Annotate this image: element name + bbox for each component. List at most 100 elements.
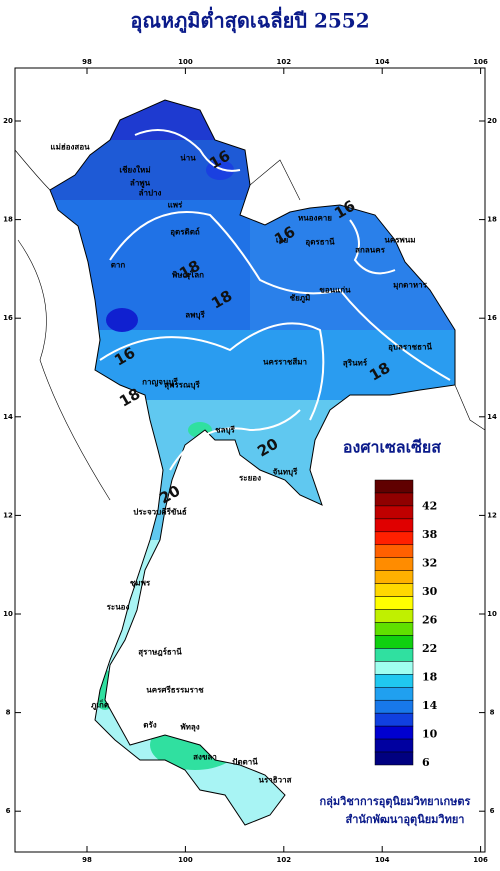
lat-tick-label: 6 xyxy=(6,807,11,815)
province-label: พัทลุง xyxy=(180,723,199,733)
lon-tick-label: 106 xyxy=(473,856,488,864)
province-label: ภูเก็ต xyxy=(91,699,109,711)
legend-title: องศาเซลเซียส xyxy=(343,438,441,457)
lat-tick-label: 14 xyxy=(487,413,497,421)
legend-swatch xyxy=(374,479,414,494)
legend-swatch xyxy=(374,699,414,714)
map-title: อุณหภูมิต่ำสุดเฉลี่ยปี 2552 xyxy=(130,6,369,35)
province-label: น่าน xyxy=(180,154,196,163)
legend-swatch xyxy=(374,557,414,571)
legend-label: 14 xyxy=(422,699,438,712)
province-label: ระยอง xyxy=(239,474,261,483)
province-label: อุดรธานี xyxy=(305,237,335,248)
province-label: นราธิวาส xyxy=(258,776,291,785)
lat-tick-label: 12 xyxy=(3,511,13,519)
province-label: ตาก xyxy=(111,261,126,270)
province-label: นครพนม xyxy=(384,236,415,245)
province-label: สุรินทร์ xyxy=(343,358,368,369)
lat-tick-label: 20 xyxy=(3,117,13,125)
legend-label: 22 xyxy=(422,642,437,655)
lon-tick-label: 102 xyxy=(276,856,291,864)
province-label: สงขลา xyxy=(193,753,217,762)
lat-tick-label: 10 xyxy=(3,610,13,618)
legend-label: 18 xyxy=(422,671,438,684)
province-label: แพร่ xyxy=(168,201,183,210)
province-label: สกลนคร xyxy=(355,246,385,255)
legend-swatch xyxy=(374,505,414,520)
lat-tick-label: 10 xyxy=(487,610,497,618)
legend-swatch xyxy=(374,622,414,636)
province-label: ขอนแก่น xyxy=(319,286,351,295)
legend-swatch xyxy=(374,583,414,597)
credit-line: กลุ่มวิชาการอุตุนิยมวิทยาเกษตร xyxy=(320,795,471,809)
province-label: ชลบุรี xyxy=(215,425,235,436)
legend-swatch xyxy=(374,570,414,584)
province-label: สุพรรณบุรี xyxy=(164,380,200,391)
lat-tick-label: 14 xyxy=(3,413,13,421)
province-label: ชุมพร xyxy=(130,579,151,589)
legend-swatch xyxy=(374,751,414,766)
province-label: ลำพูน xyxy=(130,179,151,189)
lon-tick-label: 104 xyxy=(375,58,390,66)
province-label: ตรัง xyxy=(143,721,156,730)
neighbor-borders xyxy=(14,149,486,501)
province-label: ชัยภูมิ xyxy=(290,294,311,304)
legend-swatch xyxy=(374,531,414,546)
lat-tick-label: 6 xyxy=(490,807,495,815)
lat-tick-label: 20 xyxy=(487,117,497,125)
province-label: จันทบุรี xyxy=(273,467,299,478)
credit-line: สำนักพัฒนาอุตุนิยมวิทยา xyxy=(346,813,465,827)
province-label: ประจวบคีรีขันธ์ xyxy=(133,507,187,517)
country-outline xyxy=(49,99,456,826)
province-label: ลำปาง xyxy=(139,189,162,198)
legend-label: 10 xyxy=(422,728,438,741)
lon-tick-label: 98 xyxy=(82,856,92,864)
province-label: นครราชสีมา xyxy=(263,357,307,367)
legend-swatch xyxy=(374,518,414,533)
legend-label: 26 xyxy=(422,614,438,627)
contours xyxy=(99,129,451,471)
legend-swatch xyxy=(374,544,414,558)
lat-tick-label: 12 xyxy=(487,511,497,519)
province-label: อุตรดิตถ์ xyxy=(170,227,200,238)
legend-label: 38 xyxy=(422,528,438,541)
province-label: เลย xyxy=(276,236,289,245)
province-label: กาญจนบุรี xyxy=(142,377,178,388)
lon-tick-label: 98 xyxy=(82,58,92,66)
legend-swatch xyxy=(374,648,414,662)
lat-tick-label: 16 xyxy=(487,314,497,322)
province-label: อุบลราชธานี xyxy=(388,342,432,353)
lat-tick-label: 18 xyxy=(487,216,497,224)
province-label: สุราษฎร์ธานี xyxy=(138,647,182,658)
legend-swatch xyxy=(374,687,414,701)
lon-tick-label: 106 xyxy=(473,58,488,66)
province-label: แม่ฮ่องสอน xyxy=(50,143,90,152)
legend-swatch xyxy=(374,712,414,727)
lat-tick-label: 8 xyxy=(6,709,11,717)
legend-swatch xyxy=(374,609,414,623)
legend-swatch xyxy=(374,661,414,675)
lon-tick-label: 100 xyxy=(178,58,193,66)
province-label: พิษณุโลก xyxy=(172,270,204,281)
lat-tick-label: 8 xyxy=(490,709,495,717)
legend-swatch xyxy=(374,596,414,610)
legend-swatch xyxy=(374,738,414,753)
province-label: ระนอง xyxy=(107,603,130,612)
legend-label: 32 xyxy=(422,557,437,570)
province-label: ปัตตานี xyxy=(232,757,258,767)
lon-tick-label: 104 xyxy=(375,856,390,864)
province-label: มุกดาหาร xyxy=(393,281,428,291)
province-label: เชียงใหม่ xyxy=(119,165,150,175)
legend-swatch xyxy=(374,635,414,649)
province-label: หนองคาย xyxy=(298,214,332,223)
lon-tick-label: 100 xyxy=(178,856,193,864)
lat-tick-label: 16 xyxy=(3,314,13,322)
province-label: ลพบุรี xyxy=(185,310,205,321)
legend-swatch xyxy=(374,492,414,507)
legend-swatch xyxy=(374,725,414,740)
province-label: นครศรีธรรมราช xyxy=(146,685,204,695)
legend-label: 42 xyxy=(422,500,437,513)
legend-label: 6 xyxy=(422,756,430,769)
